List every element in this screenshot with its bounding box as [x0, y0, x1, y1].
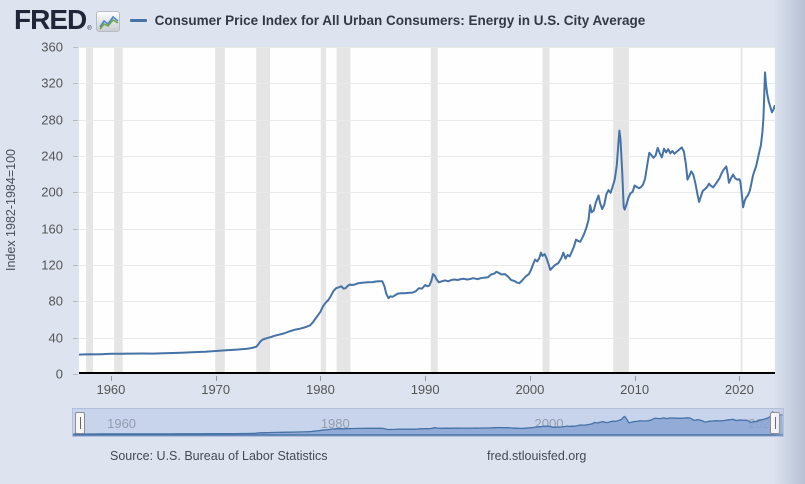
y-tick-mark — [73, 120, 78, 121]
slider-minichart — [73, 410, 783, 436]
slider-handle-left[interactable] — [75, 412, 85, 434]
y-tick-label: 80 — [48, 293, 63, 309]
y-tick-label: 240 — [41, 148, 63, 164]
recession-band — [256, 47, 271, 373]
y-tick-label: 40 — [48, 330, 63, 346]
slider-tick-label: 1980 — [320, 416, 350, 431]
y-tick-mark — [73, 338, 78, 339]
x-tick-mark — [739, 376, 740, 381]
y-tick-mark — [73, 229, 78, 230]
x-tick-label: 1960 — [96, 382, 126, 397]
y-tick-label: 280 — [41, 112, 63, 128]
y-tick-label: 200 — [41, 184, 63, 200]
y-tick-mark — [73, 374, 78, 375]
slider-tick-label: 1960 — [107, 416, 137, 431]
series-legend-line — [129, 18, 147, 22]
x-tick-label: 1980 — [305, 382, 335, 397]
y-tick-mark — [73, 192, 78, 193]
recession-band — [114, 47, 123, 373]
fred-site-link[interactable]: fred.stlouisfed.org — [487, 449, 587, 463]
y-tick-label: 360 — [41, 39, 63, 55]
recession-band — [86, 47, 94, 373]
y-tick-label: 120 — [41, 257, 63, 273]
x-tick-label: 1970 — [201, 382, 231, 397]
x-tick-label: 2000 — [515, 382, 545, 397]
recession-band — [336, 47, 351, 373]
slider-area-line — [73, 410, 783, 435]
x-tick-mark — [635, 376, 636, 381]
recession-band — [320, 47, 326, 373]
y-tick-mark — [73, 156, 78, 157]
y-tick-mark — [73, 47, 78, 48]
y-tick-mark — [73, 301, 78, 302]
x-tick-mark — [320, 376, 321, 381]
plot-area[interactable] — [79, 47, 775, 374]
recession-band — [613, 47, 629, 373]
slider-area — [73, 412, 783, 436]
fred-logo-chart-icon — [95, 11, 120, 32]
slider-handle-right[interactable] — [770, 412, 780, 434]
y-tick-mark — [73, 265, 78, 266]
recession-band — [740, 47, 743, 373]
registered-trademark: ® — [87, 26, 92, 32]
recession-band — [542, 47, 550, 373]
x-tick-label: 2010 — [620, 382, 650, 397]
y-tick-label: 0 — [55, 366, 63, 382]
source-note: Source: U.S. Bureau of Labor Statistics — [110, 449, 328, 463]
header: FRED ® Consumer Price Index for All Urba… — [0, 0, 805, 40]
y-tick-mark — [73, 83, 78, 84]
x-tick-mark — [216, 376, 217, 381]
x-tick-mark — [530, 376, 531, 381]
x-tick-mark — [111, 376, 112, 381]
x-tick-label: 2020 — [724, 382, 754, 397]
y-axis-title: Index 1982-1984=100 — [4, 149, 18, 272]
fred-logo[interactable]: FRED ® — [14, 4, 120, 35]
fred-logo-text: FRED — [14, 4, 87, 35]
x-tick-label: 1990 — [410, 382, 440, 397]
recession-band — [215, 47, 225, 373]
recession-band — [430, 47, 438, 373]
chart-title: Consumer Price Index for All Urban Consu… — [154, 12, 646, 28]
series-line — [79, 71, 775, 356]
x-tick-mark — [425, 376, 426, 381]
y-tick-label: 320 — [41, 75, 63, 91]
y-tick-label: 160 — [41, 221, 63, 237]
date-range-slider[interactable]: 1960198020002020 — [72, 408, 784, 437]
